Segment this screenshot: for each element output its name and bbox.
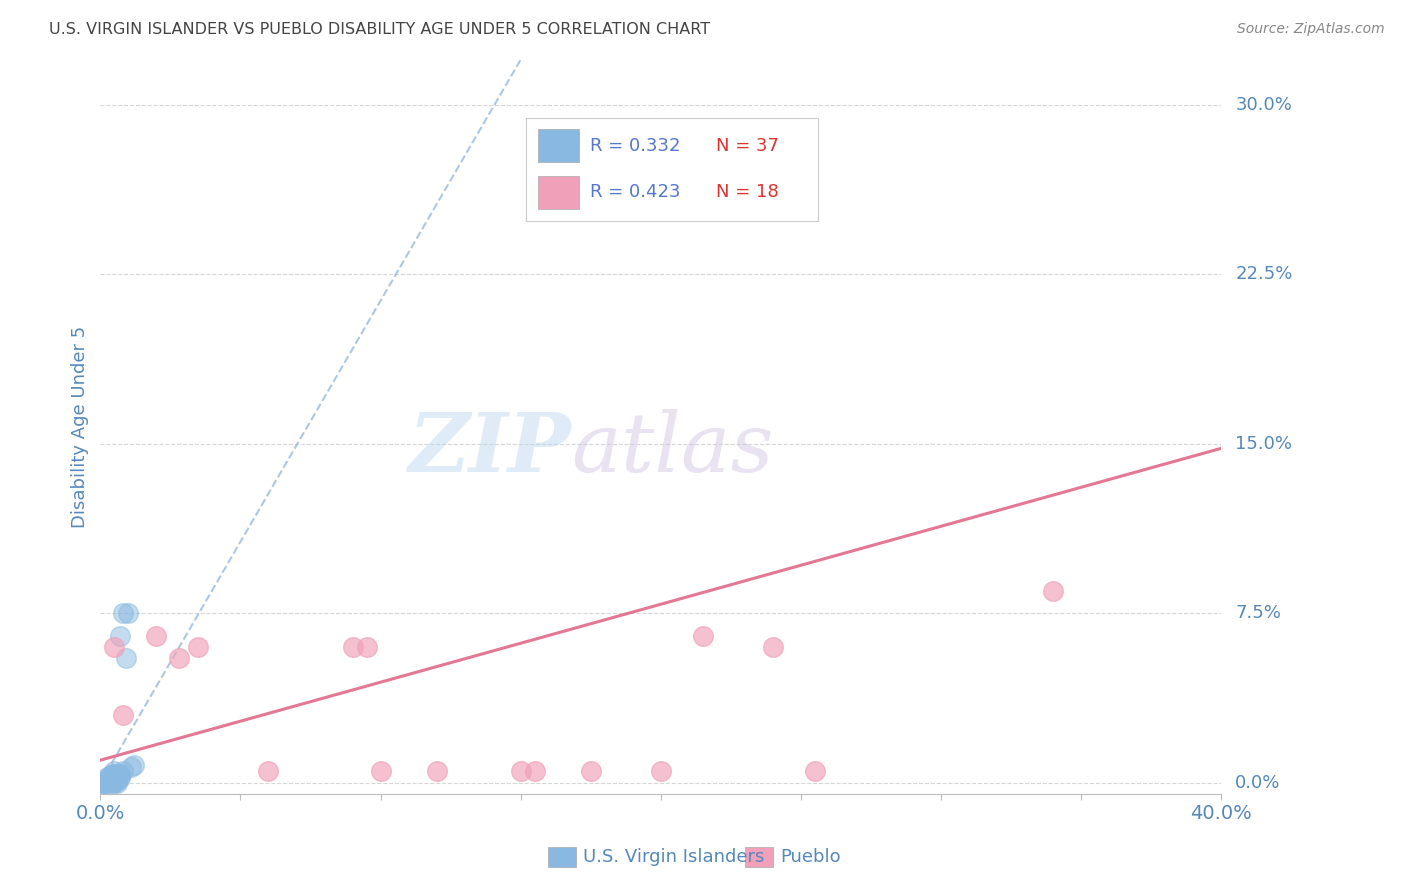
Point <box>122 757 145 772</box>
Point <box>100 771 122 785</box>
Point <box>105 773 128 788</box>
Point <box>650 764 672 779</box>
Point <box>94 776 117 790</box>
Text: 30.0%: 30.0% <box>1236 95 1292 114</box>
Point <box>523 764 546 779</box>
Point <box>120 760 142 774</box>
Point <box>97 769 120 783</box>
Point <box>94 771 117 785</box>
Text: U.S. VIRGIN ISLANDER VS PUEBLO DISABILITY AGE UNDER 5 CORRELATION CHART: U.S. VIRGIN ISLANDER VS PUEBLO DISABILIT… <box>49 22 710 37</box>
Point <box>111 708 134 723</box>
Point <box>100 766 122 780</box>
Text: U.S. Virgin Islanders: U.S. Virgin Islanders <box>583 848 765 866</box>
Point <box>103 640 125 655</box>
Point <box>342 640 364 655</box>
Point <box>103 776 125 790</box>
Point <box>97 773 120 788</box>
Point <box>103 764 125 779</box>
Point <box>103 771 125 785</box>
Point <box>105 776 128 790</box>
Point <box>692 629 714 643</box>
Point <box>94 773 117 788</box>
Point <box>93 776 115 790</box>
Point <box>114 651 136 665</box>
Point <box>356 640 378 655</box>
Point <box>100 769 122 783</box>
Point <box>108 771 131 785</box>
Point <box>105 766 128 780</box>
Text: ZIP: ZIP <box>409 409 571 489</box>
Point <box>105 769 128 783</box>
Point <box>145 629 167 643</box>
Point <box>1042 583 1064 598</box>
Point <box>117 607 139 621</box>
Point <box>103 766 125 780</box>
Point <box>187 640 209 655</box>
Point <box>108 629 131 643</box>
Point <box>257 764 280 779</box>
Point <box>91 776 114 790</box>
Point <box>762 640 785 655</box>
Point <box>108 766 131 780</box>
Point <box>100 776 122 790</box>
Point <box>90 776 112 790</box>
Y-axis label: Disability Age Under 5: Disability Age Under 5 <box>72 326 89 528</box>
Text: 7.5%: 7.5% <box>1236 604 1281 623</box>
Point <box>97 771 120 785</box>
Point <box>108 769 131 783</box>
Text: atlas: atlas <box>571 409 773 489</box>
Point <box>167 651 190 665</box>
Point <box>509 764 531 779</box>
Point <box>426 764 449 779</box>
Point <box>111 764 134 779</box>
Point <box>103 769 125 783</box>
Text: Source: ZipAtlas.com: Source: ZipAtlas.com <box>1237 22 1385 37</box>
Point <box>370 764 392 779</box>
Point <box>579 764 602 779</box>
Text: 15.0%: 15.0% <box>1236 434 1292 453</box>
Point <box>103 773 125 788</box>
Point <box>804 764 827 779</box>
Text: Pueblo: Pueblo <box>780 848 841 866</box>
Point <box>100 773 122 788</box>
Point <box>105 771 128 785</box>
Point <box>97 776 120 790</box>
Text: 0.0%: 0.0% <box>1236 773 1281 792</box>
Text: 22.5%: 22.5% <box>1236 265 1292 284</box>
Point <box>91 776 114 790</box>
Point <box>111 607 134 621</box>
